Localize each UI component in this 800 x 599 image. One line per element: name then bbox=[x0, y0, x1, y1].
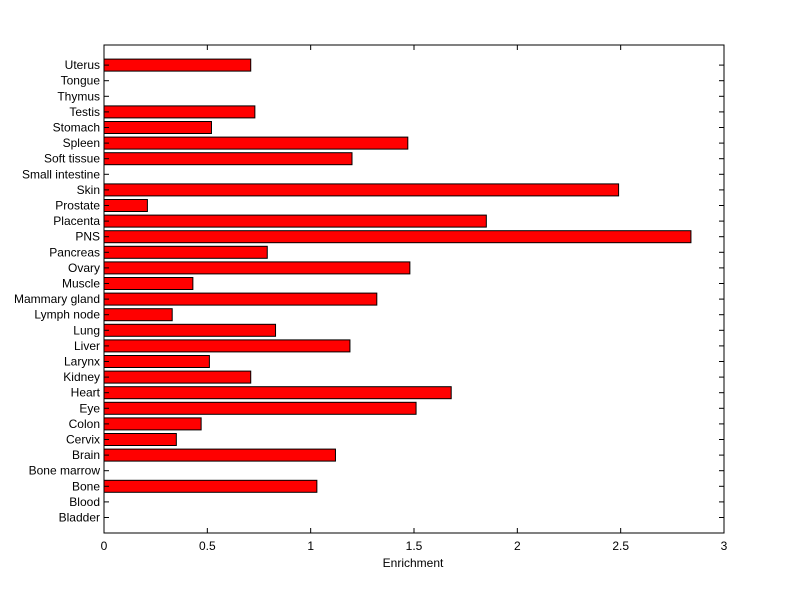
y-tick-label-ovary: Ovary bbox=[68, 261, 100, 275]
y-tick-label-blood: Blood bbox=[69, 495, 100, 509]
y-tick-label-brain: Brain bbox=[72, 448, 100, 462]
bar-skin bbox=[103, 183, 620, 197]
x-tick-label-4: 2 bbox=[514, 539, 521, 553]
y-tick-label-soft-tissue: Soft tissue bbox=[44, 152, 100, 166]
y-tick-label-bladder: Bladder bbox=[59, 511, 100, 525]
y-tick-label-uterus: Uterus bbox=[65, 58, 100, 72]
y-tick-label-liver: Liver bbox=[74, 339, 100, 353]
bar-liver bbox=[103, 339, 351, 353]
bar-bone bbox=[103, 479, 318, 493]
y-tick-label-larynx: Larynx bbox=[64, 355, 100, 369]
bar-kidney bbox=[103, 370, 252, 384]
bar-stomach bbox=[103, 121, 212, 134]
y-tick-label-heart: Heart bbox=[71, 386, 101, 400]
y-tick-label-colon: Colon bbox=[69, 417, 100, 431]
bar-brain bbox=[103, 448, 336, 462]
x-tick-label-6: 3 bbox=[721, 539, 728, 553]
y-tick-label-eye: Eye bbox=[79, 401, 100, 415]
bar-spleen bbox=[103, 136, 409, 150]
bar-cervix bbox=[103, 433, 177, 446]
y-tick-label-placenta: Placenta bbox=[53, 214, 100, 228]
y-tick-label-small-intestine: Small intestine bbox=[22, 167, 100, 181]
y-tick-label-bone: Bone bbox=[72, 479, 100, 493]
y-tick-label-mammary-gland: Mammary gland bbox=[14, 292, 100, 306]
bar-larynx bbox=[103, 355, 210, 368]
x-tick-label-5: 2.5 bbox=[612, 539, 629, 553]
bar-lung bbox=[103, 323, 277, 337]
bar-lymph-node bbox=[103, 308, 173, 322]
y-tick-label-muscle: Muscle bbox=[62, 277, 100, 291]
x-tick-label-0: 0 bbox=[101, 539, 108, 553]
y-tick-label-thymus: Thymus bbox=[57, 89, 100, 103]
bar-testis bbox=[103, 105, 256, 119]
x-tick-label-2: 1 bbox=[307, 539, 314, 553]
y-tick-label-bone-marrow: Bone marrow bbox=[29, 464, 101, 478]
bar-placenta bbox=[103, 214, 487, 228]
bar-pns bbox=[103, 230, 692, 244]
bar-colon bbox=[103, 417, 202, 431]
y-tick-label-spleen: Spleen bbox=[63, 136, 100, 150]
y-tick-label-tongue: Tongue bbox=[61, 74, 101, 88]
y-tick-label-kidney: Kidney bbox=[63, 370, 100, 384]
y-tick-label-testis: Testis bbox=[69, 105, 100, 119]
bar-heart bbox=[103, 386, 452, 400]
y-tick-label-lung: Lung bbox=[73, 323, 100, 337]
bar-uterus bbox=[103, 58, 252, 72]
y-tick-label-lymph-node: Lymph node bbox=[34, 308, 100, 322]
bar-muscle bbox=[103, 277, 194, 290]
bar-pancreas bbox=[103, 245, 268, 259]
y-tick-label-skin: Skin bbox=[77, 183, 100, 197]
bar-prostate bbox=[103, 199, 148, 212]
y-tick-label-pancreas: Pancreas bbox=[49, 245, 100, 259]
x-axis: 0 0.5 1 1.5 2 2.5 3 bbox=[101, 45, 728, 553]
bar-soft-tissue bbox=[103, 152, 353, 166]
bar-mammary-gland bbox=[103, 292, 378, 306]
y-tick-label-stomach: Stomach bbox=[53, 121, 100, 135]
x-axis-label: Enrichment bbox=[383, 556, 444, 570]
y-tick-label-cervix: Cervix bbox=[66, 433, 100, 447]
x-tick-label-1: 0.5 bbox=[199, 539, 216, 553]
y-tick-label-pns: PNS bbox=[75, 230, 100, 244]
bar-ovary bbox=[103, 261, 411, 275]
bar-eye bbox=[103, 401, 417, 415]
y-tick-label-prostate: Prostate bbox=[55, 199, 100, 213]
x-tick-label-3: 1.5 bbox=[406, 539, 423, 553]
